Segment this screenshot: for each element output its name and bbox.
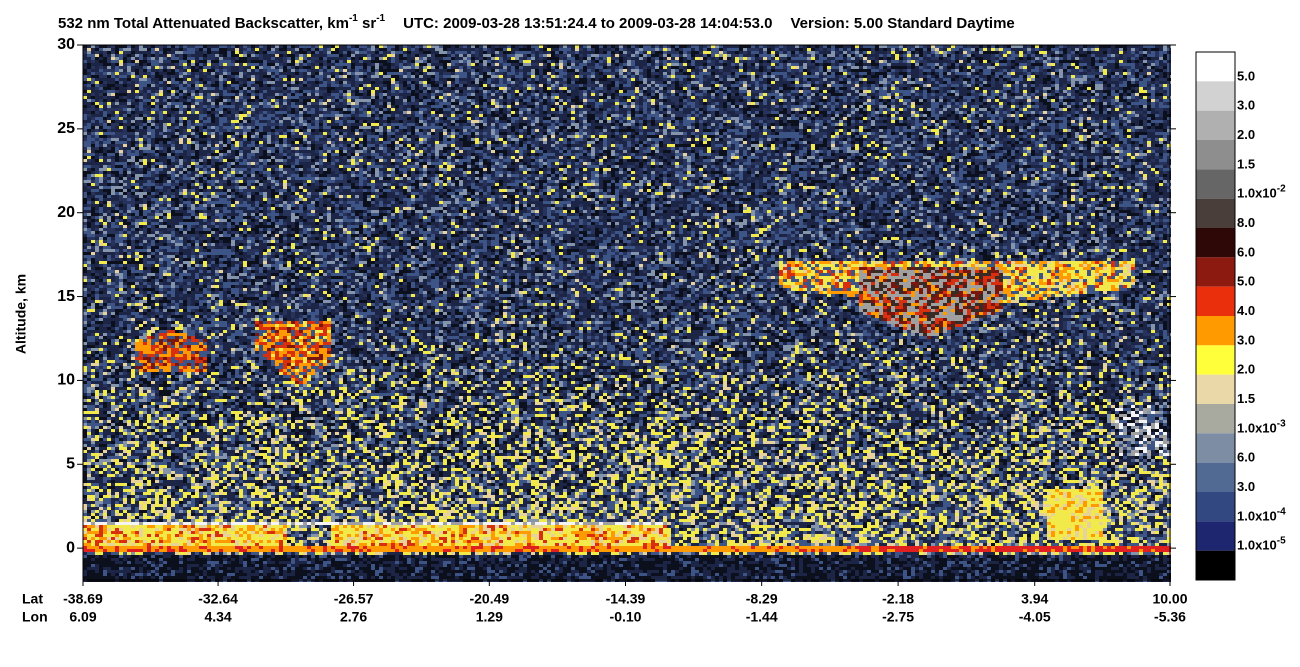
colorbar-swatch — [1196, 169, 1235, 199]
x-tick-label: -20.49 — [469, 591, 509, 607]
curtain-texture — [83, 546, 1171, 552]
colorbar-label: 3.0 — [1237, 479, 1255, 494]
colorbar-swatch — [1196, 81, 1235, 111]
colorbar-swatch — [1196, 462, 1235, 492]
colorbar-label: 1.5 — [1237, 157, 1255, 172]
colorbar-label: 6.0 — [1237, 245, 1255, 260]
colorbar-label: 1.0x10-5 — [1237, 535, 1286, 553]
y-tick-label: 0 — [66, 539, 75, 556]
colorbar-label-text: 8.0 — [1237, 215, 1255, 230]
colorbar-label-text: 2.0 — [1237, 127, 1255, 142]
colorbar-label-text: 4.0 — [1237, 303, 1255, 318]
colorbar-label-sup: -4 — [1277, 506, 1286, 517]
colorbar-label-sup: -2 — [1277, 183, 1286, 194]
colorbar-label-text: 3.0 — [1237, 479, 1255, 494]
colorbar-label: 5.0 — [1237, 274, 1255, 289]
colorbar-label: 1.0x10-3 — [1237, 418, 1286, 436]
title-main: 532 nm Total Attenuated Backscatter, km — [58, 15, 349, 32]
colorbar-label-text: 5.0 — [1237, 274, 1255, 289]
lon-label: 6.09 — [69, 609, 96, 625]
colorbar-label-text: 2.0 — [1237, 362, 1255, 377]
colorbar-swatch — [1196, 521, 1235, 551]
colorbar-label: 3.0 — [1237, 333, 1255, 348]
colorbar-label-text: 3.0 — [1237, 98, 1255, 113]
colorbar-swatch — [1196, 198, 1235, 228]
colorbar-swatch — [1196, 316, 1235, 346]
colorbar-label-text: 1.0x10 — [1237, 186, 1277, 201]
plot-frame — [82, 44, 1171, 581]
lon-label: -2.75 — [882, 609, 914, 625]
colorbar-label-text: 1.5 — [1237, 391, 1255, 406]
lon-label: -4.05 — [1019, 609, 1051, 625]
lon-label: 4.34 — [204, 609, 231, 625]
colorbar-swatch — [1196, 228, 1235, 258]
y-tick-label: 10 — [57, 372, 75, 389]
colorbar-label-text: 6.0 — [1237, 245, 1255, 260]
colorbar-label: 2.0 — [1237, 127, 1255, 142]
colorbar-label-text: 1.0x10 — [1237, 509, 1277, 524]
x-tick-label: -26.57 — [334, 591, 374, 607]
curtain-texture — [859, 267, 1003, 336]
curtain-texture — [83, 45, 1171, 555]
lon-label: -1.44 — [746, 609, 778, 625]
title-sup: -1 — [376, 13, 385, 24]
x-tick-label: -14.39 — [606, 591, 646, 607]
colorbar-swatch — [1196, 140, 1235, 170]
x-tick-label: -32.64 — [198, 591, 238, 607]
colorbar-label: 1.0x10-4 — [1237, 506, 1286, 524]
colorbar-label: 5.0 — [1237, 69, 1255, 84]
chart-title: 532 nm Total Attenuated Backscatter, km-… — [58, 13, 1015, 32]
x-tick-label: 3.94 — [1021, 591, 1048, 607]
lon-label: 1.29 — [476, 609, 503, 625]
colorbar-label-text: 1.0x10 — [1237, 421, 1277, 436]
colorbar-label-sup: -3 — [1277, 418, 1286, 429]
y-tick-label: 20 — [57, 204, 75, 221]
title-unit: sr — [358, 15, 377, 32]
colorbar-swatch — [1196, 374, 1235, 404]
colorbar-label: 3.0 — [1237, 98, 1255, 113]
lon-label: 2.76 — [340, 609, 367, 625]
colorbar-swatch — [1196, 550, 1235, 580]
colorbar-swatch — [1196, 492, 1235, 522]
x-row-label: Lat — [22, 591, 43, 607]
colorbar-swatch — [1196, 110, 1235, 140]
colorbar-label: 8.0 — [1237, 215, 1255, 230]
colorbar-frame — [1195, 51, 1236, 581]
colorbar-label: 2.0 — [1237, 362, 1255, 377]
colorbar-label: 4.0 — [1237, 303, 1255, 318]
colorbar-label: 6.0 — [1237, 450, 1255, 465]
colorbar-swatch — [1196, 257, 1235, 287]
title-sup: -1 — [349, 13, 358, 24]
curtain-texture — [83, 261, 1155, 552]
colorbar-swatch — [1196, 345, 1235, 375]
title-utc: UTC: 2009-03-28 13:51:24.4 to 2009-03-28… — [403, 15, 772, 32]
colorbar-label: 1.0x10-2 — [1237, 183, 1286, 201]
colorbar-label: 1.5 — [1237, 391, 1255, 406]
colorbar-label-text: 1.0x10 — [1237, 538, 1277, 553]
x-tick-label: -38.69 — [63, 591, 103, 607]
colorbar-label-text: 6.0 — [1237, 450, 1255, 465]
colorbar-swatch — [1196, 404, 1235, 434]
colorbar-swatch — [1196, 286, 1235, 316]
y-tick-label: 25 — [57, 120, 75, 137]
x-tick-label: -8.29 — [746, 591, 778, 607]
y-axis-label: Altitude, km — [13, 274, 29, 354]
y-tick-label: 5 — [66, 455, 75, 472]
y-tick-label: 30 — [57, 36, 75, 53]
colorbar-label-text: 3.0 — [1237, 333, 1255, 348]
x-tick-label: -2.18 — [882, 591, 914, 607]
lon-label: -0.10 — [610, 609, 642, 625]
x-row-label: Lon — [22, 609, 48, 625]
lon-label: -5.36 — [1154, 609, 1186, 625]
colorbar-label-text: 5.0 — [1237, 69, 1255, 84]
colorbar-swatch — [1196, 433, 1235, 463]
title-version: Version: 5.00 Standard Daytime — [791, 15, 1015, 32]
colorbar-swatch — [1196, 52, 1235, 82]
y-tick-label: 15 — [57, 288, 75, 305]
colorbar-label-text: 1.5 — [1237, 157, 1255, 172]
x-tick-label: 10.00 — [1152, 591, 1187, 607]
colorbar-label-sup: -5 — [1277, 535, 1286, 546]
